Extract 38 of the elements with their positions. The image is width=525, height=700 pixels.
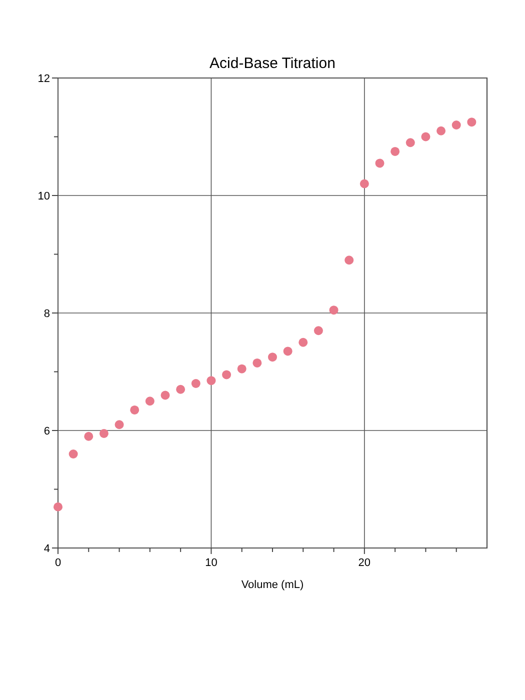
y-tick-label: 10 [38, 190, 50, 202]
x-axis-title: Volume (mL) [241, 579, 304, 591]
point [54, 502, 62, 512]
y-tick-label: 6 [44, 426, 50, 438]
point [176, 384, 186, 394]
point [252, 358, 262, 368]
point [206, 376, 216, 386]
point [314, 326, 323, 336]
point [344, 256, 354, 265]
point [99, 428, 108, 438]
x-tick-label: 20 [358, 557, 371, 569]
point [84, 432, 94, 441]
point [283, 346, 292, 356]
point [130, 405, 140, 414]
y-tick-label: 12 [38, 73, 50, 85]
point [406, 138, 415, 148]
point [467, 118, 476, 127]
point [268, 352, 277, 362]
point [329, 306, 338, 315]
point [222, 370, 232, 380]
point [375, 158, 384, 168]
point [436, 126, 446, 136]
point [160, 390, 170, 400]
point [114, 420, 124, 430]
x-tick-label: 0 [54, 557, 62, 569]
point [421, 132, 430, 142]
point [360, 179, 369, 188]
y-tick-label: 8 [44, 308, 50, 320]
point [298, 338, 308, 347]
point [452, 120, 461, 130]
point [68, 450, 78, 458]
point [145, 396, 154, 406]
chart-title: Acid-Base Titration [210, 55, 336, 72]
y-tick-label: 4 [44, 543, 50, 555]
point [191, 379, 200, 388]
x-tick-label: 10 [205, 557, 218, 569]
point [237, 364, 246, 374]
point [390, 146, 400, 156]
